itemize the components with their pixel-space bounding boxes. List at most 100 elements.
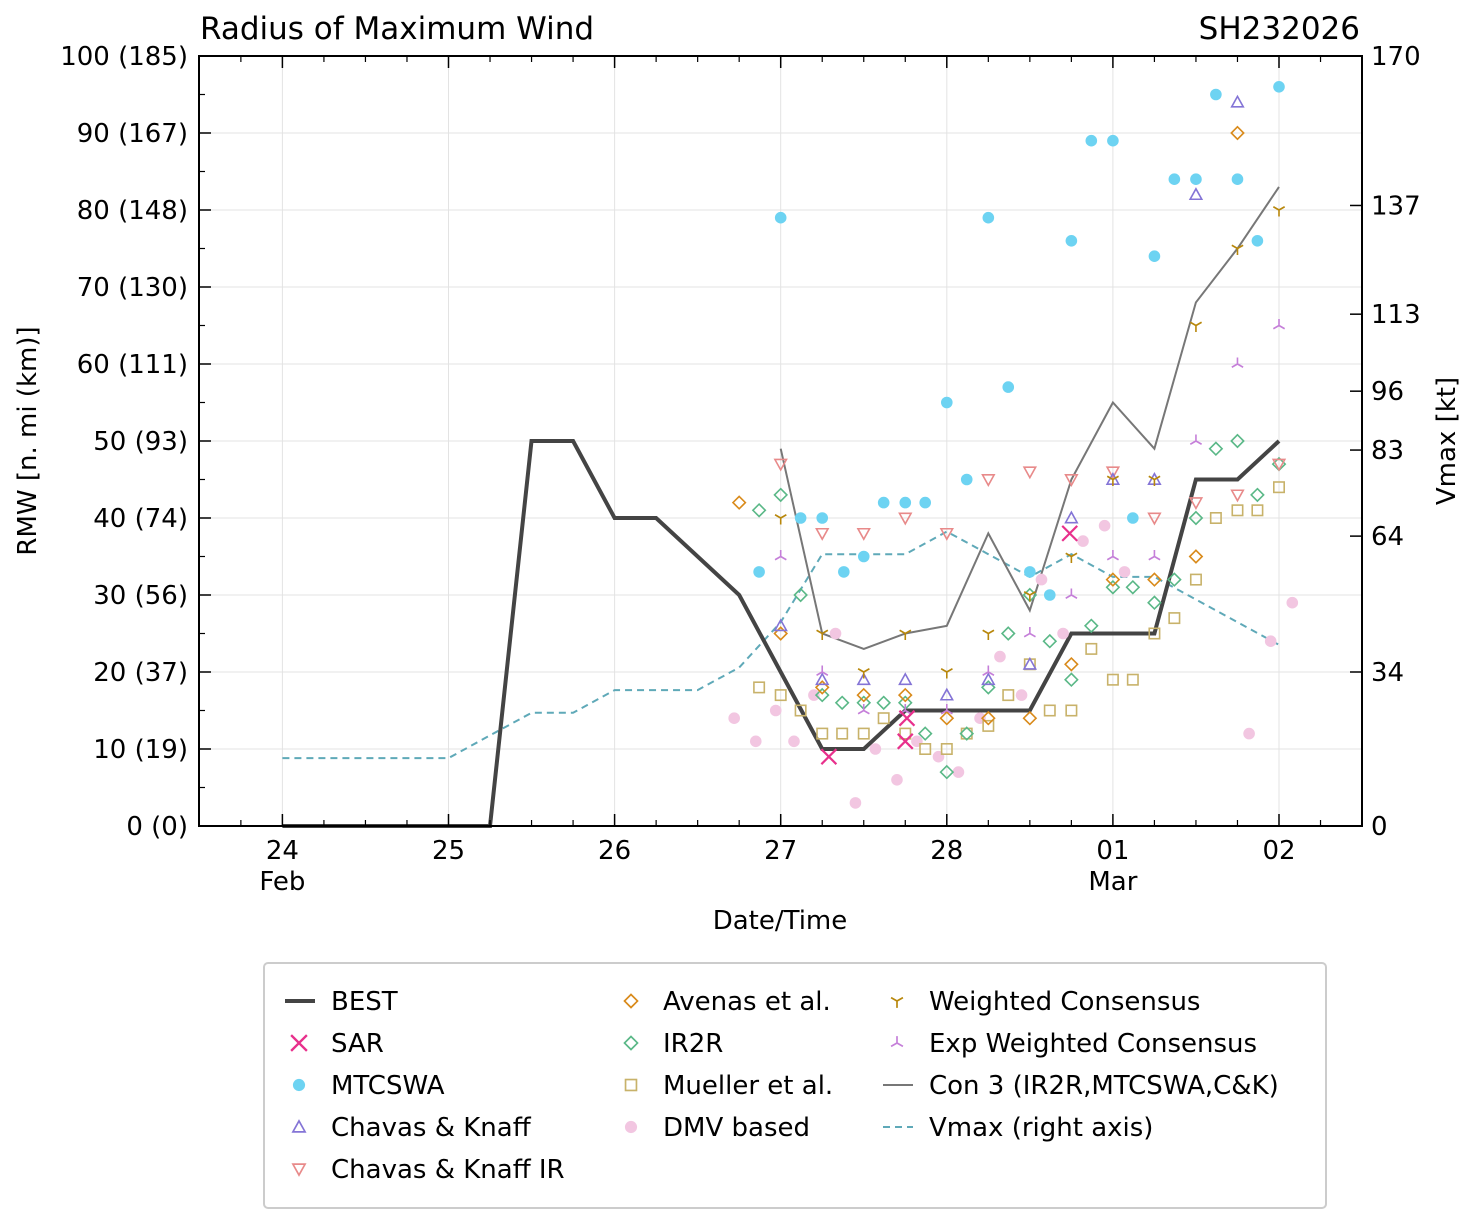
- point-ir2r: [1188, 510, 1204, 526]
- series-line-vmax-right-axis-: [282, 530, 1280, 760]
- point-mueller-et-al-: [857, 727, 870, 740]
- point-chavas-knaff-ir: [1188, 497, 1204, 511]
- point-exp-weighted-consensus: [774, 550, 787, 561]
- y-tick-label: 40 (74): [93, 504, 188, 534]
- point-exp-weighted-consensus: [1106, 550, 1119, 561]
- legend-items: BEST SAR MTCSWA Chavas & Knaff Chavas & Knaf…: [285, 987, 1279, 1185]
- legend-label-chavas-knaff: Chavas & Knaff: [331, 1113, 532, 1143]
- point-mueller-et-al-: [1126, 673, 1139, 686]
- point-mueller-et-al-: [774, 689, 787, 702]
- y2-tick-label: 0: [1371, 812, 1388, 842]
- point-chavas-knaff: [1022, 656, 1038, 670]
- point-dmv-based: [1118, 566, 1131, 578]
- point-mtcswa: [774, 211, 787, 224]
- point-dmv-based: [911, 735, 923, 748]
- point-chavas-knaff-ir: [815, 527, 830, 541]
- storm-id: SH232026: [1199, 11, 1360, 47]
- point-avenas-et-al-: [731, 495, 747, 510]
- point-ir2r: [814, 687, 830, 703]
- point-mueller-et-al-: [816, 727, 829, 740]
- point-ir2r: [834, 695, 850, 711]
- point-avenas-et-al-: [939, 710, 955, 726]
- point-chavas-knaff-ir: [773, 458, 788, 472]
- point-dmv-based: [952, 766, 965, 778]
- x-tick-day: 28: [930, 836, 963, 866]
- x-tick-month: Mar: [1088, 867, 1137, 897]
- point-dmv-based: [1035, 573, 1048, 586]
- legend-label-weighted-consensus: Weighted Consensus: [929, 987, 1200, 1017]
- point-chavas-knaff-ir: [1271, 458, 1287, 472]
- point-chavas-knaff-ir: [981, 474, 996, 487]
- point-chavas-knaff: [898, 672, 913, 686]
- point-avenas-et-al-: [1188, 549, 1204, 564]
- point-mtcswa: [960, 473, 973, 486]
- point-ir2r: [917, 726, 933, 741]
- point-exp-weighted-consensus: [1148, 550, 1161, 561]
- point-mtcswa: [941, 396, 953, 409]
- legend-swatch-weighted-consensus: [890, 996, 904, 1008]
- point-chavas-knaff: [981, 672, 996, 686]
- point-weighted-consensus: [1065, 552, 1078, 563]
- y-tick-label: 10 (19): [93, 735, 188, 765]
- point-avenas-et-al-: [1105, 572, 1121, 587]
- y-tick-label: 0 (0): [126, 812, 188, 842]
- point-exp-weighted-consensus: [1189, 434, 1202, 445]
- legend-box: [263, 962, 1327, 1209]
- point-mueller-et-al-: [1106, 673, 1119, 686]
- point-mtcswa: [1065, 235, 1078, 247]
- point-ir2r: [1147, 595, 1162, 611]
- point-weighted-consensus: [1023, 591, 1036, 602]
- point-mueller-et-al-: [794, 704, 807, 717]
- point-dmv-based: [1077, 535, 1089, 547]
- point-dmv-based: [808, 689, 820, 701]
- y-tick-label: 20 (37): [93, 658, 188, 688]
- point-weighted-consensus: [857, 668, 870, 679]
- point-mtcswa: [982, 211, 995, 224]
- point-dmv-based: [849, 797, 862, 809]
- point-mtcswa: [1190, 173, 1202, 185]
- point-mtcswa: [1251, 235, 1264, 247]
- point-mueller-et-al-: [1002, 689, 1015, 702]
- point-ir2r: [1167, 572, 1182, 587]
- point-exp-weighted-consensus: [940, 704, 953, 715]
- point-weighted-consensus: [1106, 475, 1119, 486]
- point-weighted-consensus: [1231, 244, 1244, 255]
- point-dmv-based: [1098, 519, 1111, 532]
- point-mueller-et-al-: [1209, 511, 1222, 524]
- legend-swatch-mueller-et-al-: [624, 1078, 638, 1092]
- legend-label-ir2r: IR2R: [663, 1029, 723, 1059]
- point-avenas-et-al-: [856, 687, 872, 703]
- point-chavas-knaff-ir: [898, 512, 913, 526]
- point-weighted-consensus: [1189, 321, 1202, 332]
- point-dmv-based: [1243, 727, 1255, 740]
- point-mueller-et-al-: [1273, 481, 1286, 494]
- point-dmv-based: [974, 712, 986, 724]
- point-avenas-et-al-: [814, 680, 830, 695]
- x-tick-day: 25: [432, 836, 465, 866]
- point-mueller-et-al-: [753, 681, 766, 694]
- point-avenas-et-al-: [897, 687, 913, 703]
- point-mueller-et-al-: [1168, 612, 1181, 625]
- point-dmv-based: [829, 627, 842, 640]
- chart-title: Radius of Maximum Wind: [200, 11, 594, 47]
- point-sar: [1061, 525, 1078, 542]
- point-sar: [896, 733, 914, 750]
- point-dmv-based: [1264, 635, 1277, 647]
- point-avenas-et-al-: [773, 626, 789, 641]
- y-tick-labels: 0 (0) 10 (19) 20 (37) 30 (56) 40 (74) 50 (93)…: [60, 42, 188, 842]
- point-sar: [898, 709, 916, 727]
- point-dmv-based: [749, 735, 762, 748]
- point-dmv-based: [994, 650, 1006, 663]
- legend-swatch-sar: [290, 1034, 308, 1052]
- x-tick-day: 26: [598, 836, 631, 866]
- point-mueller-et-al-: [1189, 573, 1202, 586]
- point-exp-weighted-consensus: [1023, 627, 1036, 638]
- point-mtcswa: [1231, 173, 1244, 185]
- point-avenas-et-al-: [1022, 710, 1038, 726]
- y2-tick-label: 113: [1371, 300, 1421, 330]
- point-dmv-based: [728, 712, 740, 724]
- point-sar: [820, 748, 838, 765]
- legend-label-best: BEST: [331, 987, 398, 1017]
- legend-swatch-exp-weighted-consensus: [890, 1036, 904, 1048]
